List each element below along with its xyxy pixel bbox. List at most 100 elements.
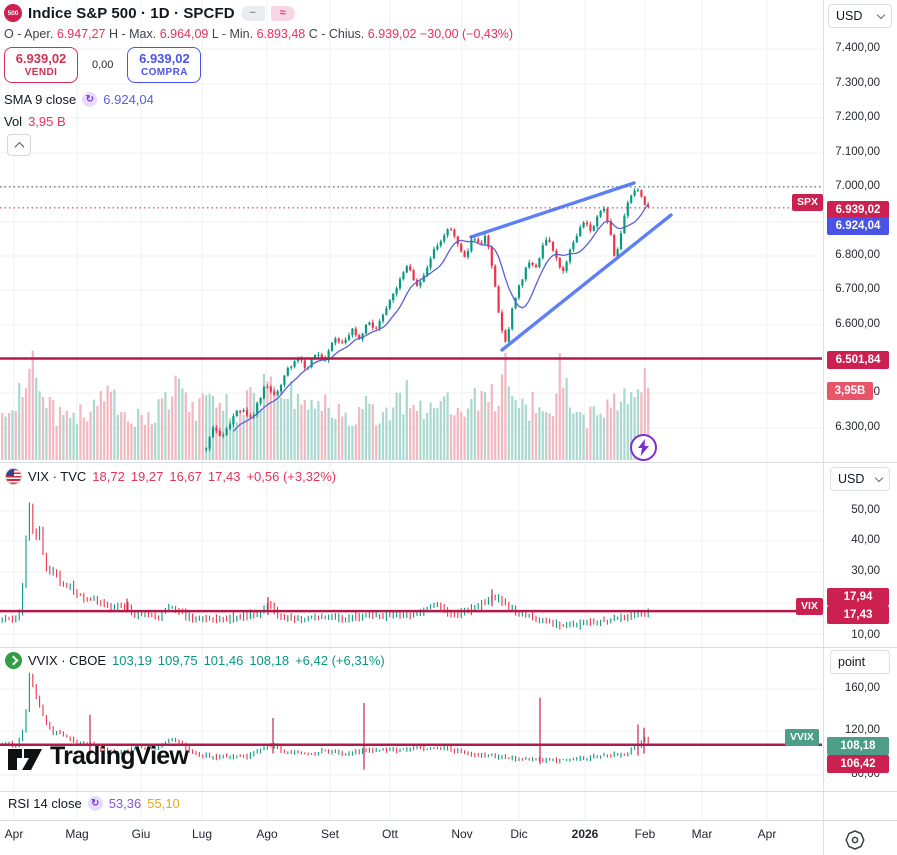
volume-series — [1, 350, 650, 460]
time-axis-label: Ott — [381, 827, 399, 841]
symbol-title[interactable]: Indice S&P 500 · 1D · SPCFD — [28, 4, 235, 22]
axis-label: 7.300,00 — [835, 77, 880, 89]
vvix-open: 103,19 — [112, 653, 152, 668]
axis-label: 30,00 — [851, 565, 880, 577]
axis-label: 7.100,00 — [835, 146, 880, 158]
axis-label: 7.200,00 — [835, 111, 880, 123]
buy-label: COMPRA — [141, 66, 188, 78]
symbol-tag-badge: SPX — [792, 194, 824, 211]
vix-currency-select[interactable]: USD — [830, 467, 890, 491]
panel-separator[interactable] — [0, 820, 897, 821]
vix-currency-value: USD — [838, 472, 865, 486]
tradingview-logo-text: TradingView — [50, 742, 189, 770]
vix-legend: VIX · TVC 18,72 19,27 16,67 17,43 +0,56 … — [5, 468, 336, 485]
vvix-title[interactable]: VVIX · CBOE — [28, 653, 107, 668]
axis-label: 50,00 — [851, 504, 880, 516]
time-axis-label: Apr — [757, 827, 777, 841]
refresh-icon[interactable]: ↻ — [82, 92, 98, 107]
market-status-icon[interactable] — [843, 828, 867, 852]
low-label: L - Min. — [211, 27, 254, 41]
vvix-low: 101,46 — [203, 653, 244, 668]
time-axis-label: Apr — [4, 827, 24, 841]
time-axis-label: 2026 — [571, 827, 599, 841]
price-badge: 6.939,02 — [827, 201, 889, 219]
vvix-unit-select[interactable]: point — [830, 650, 890, 674]
volume-value: 3,95 B — [28, 114, 66, 129]
vix-title[interactable]: VIX · TVC — [28, 469, 87, 484]
time-axis-label: Giu — [131, 827, 151, 841]
sma-line — [232, 203, 649, 432]
price-axis-column[interactable] — [823, 0, 897, 855]
panel-separator[interactable] — [0, 462, 897, 463]
symbol-tag-badge: VIX — [796, 598, 823, 615]
price-badge: 108,18 — [827, 737, 889, 755]
axis-label: 7.400,00 — [835, 42, 880, 54]
buy-price: 6.939,02 — [139, 51, 190, 67]
tradingview-logo[interactable]: TradingView — [8, 742, 189, 771]
price-badge: 3,95B — [827, 382, 873, 400]
vvix-panel — [1, 672, 649, 770]
axis-label: 120,00 — [844, 724, 880, 736]
open-value: 6.947,27 — [56, 27, 106, 41]
vvix-unit-value: point — [838, 655, 866, 669]
time-axis-label: Set — [320, 827, 340, 841]
instant-trading-icon[interactable] — [630, 434, 657, 461]
vix-change: +0,56 (+3,32%) — [246, 469, 337, 484]
time-axis-label: Nov — [451, 827, 473, 841]
sell-price: 6.939,02 — [15, 51, 67, 67]
change-value: −30,00 (−0,43%) — [419, 27, 514, 41]
main-legend: 500 Indice S&P 500 · 1D · SPCFD − ≈ O - … — [4, 4, 513, 129]
close-label: C - Chius. — [308, 27, 365, 41]
price-badge: 106,42 — [827, 755, 889, 773]
sp500-symbol-icon: 500 — [4, 4, 22, 22]
tradingview-logo-mark — [8, 748, 42, 770]
collapse-legend-icon[interactable]: − — [240, 5, 265, 21]
collapse-pane-button[interactable] — [7, 134, 31, 156]
spread-value: 0,00 — [92, 59, 114, 71]
vix-open: 18,72 — [92, 469, 125, 484]
low-value: 6.893,48 — [256, 27, 306, 41]
panel-separator[interactable] — [0, 647, 897, 648]
trendline-lower[interactable] — [500, 213, 673, 352]
chevron-down-icon — [876, 10, 886, 19]
approx-values-icon[interactable]: ≈ — [270, 5, 295, 21]
symbol-tag-badge: VVIX — [785, 729, 819, 746]
rsi-value-1: 53,36 — [108, 796, 142, 811]
time-axis-label: Dic — [510, 827, 528, 841]
axis-label: 7.000,00 — [835, 180, 880, 192]
volume-indicator-label[interactable]: Vol — [4, 114, 23, 129]
cboe-symbol-icon — [5, 652, 22, 669]
main-currency-value: USD — [836, 9, 863, 23]
buy-button[interactable]: 6.939,02 COMPRA — [127, 47, 202, 83]
rsi-value-2: 55,10 — [147, 796, 180, 811]
sma-indicator-label[interactable]: SMA 9 close — [4, 92, 77, 107]
vix-close: 17,43 — [207, 469, 241, 484]
rsi-indicator-label[interactable]: RSI 14 close — [8, 796, 82, 811]
trendline-upper[interactable] — [469, 181, 636, 239]
time-axis-label: Mag — [65, 827, 89, 841]
vix-panel — [1, 502, 649, 630]
ohlc-row: O - Aper. 6.947,27 H - Max. 6.964,09 L -… — [4, 27, 513, 41]
time-axis-label: Mar — [691, 827, 713, 841]
sell-button[interactable]: 6.939,02 VENDI — [4, 47, 78, 83]
axis-label: 10,00 — [851, 629, 880, 641]
chevron-down-icon — [874, 473, 884, 482]
vix-low: 16,67 — [169, 469, 202, 484]
main-currency-select[interactable]: USD — [828, 4, 892, 28]
chevron-up-icon — [14, 141, 24, 152]
vvix-change: +6,42 (+6,31%) — [295, 653, 385, 668]
us-flag-icon — [5, 468, 22, 485]
sma-value: 6.924,04 — [103, 92, 154, 107]
axis-label: 6.700,00 — [835, 283, 880, 295]
axis-label: 40,00 — [851, 534, 880, 546]
time-axis-label: Feb — [634, 827, 656, 841]
refresh-icon[interactable]: ↻ — [87, 796, 103, 811]
price-badge: 6.924,04 — [827, 217, 889, 235]
time-axis-label: Ago — [256, 827, 278, 841]
vvix-close: 108,18 — [249, 653, 290, 668]
panel-separator[interactable] — [0, 791, 897, 792]
axis-label: 6.800,00 — [835, 249, 880, 261]
axis-label: 6.600,00 — [835, 318, 880, 330]
high-label: H - Max. — [108, 27, 157, 41]
